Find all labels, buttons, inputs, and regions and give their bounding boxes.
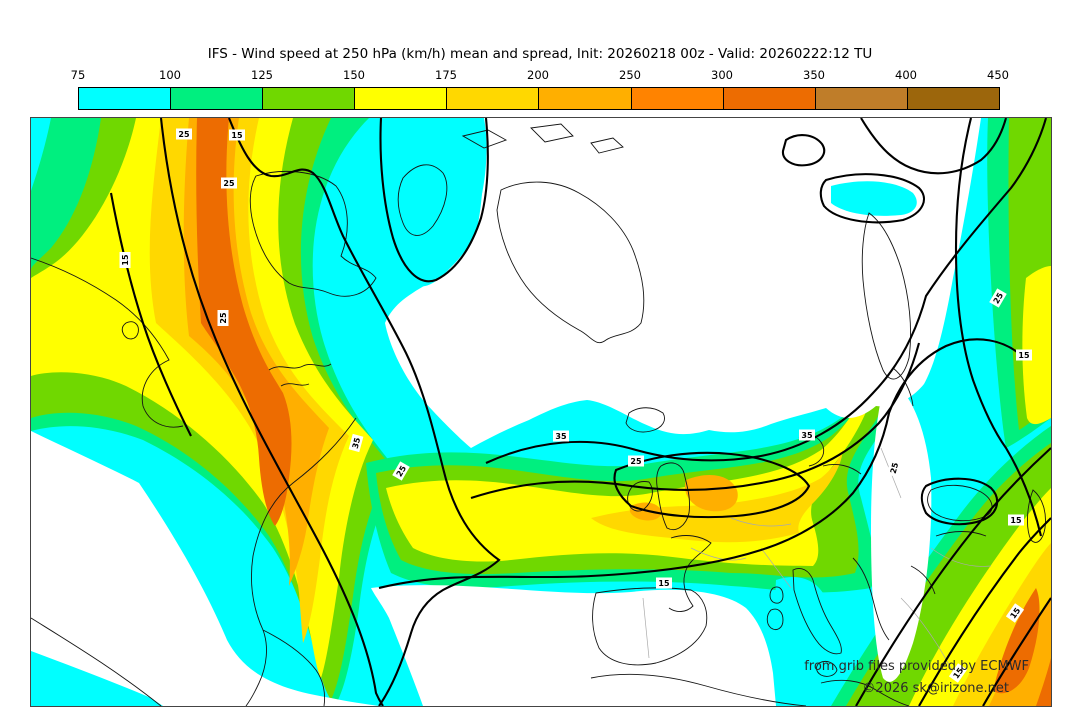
colorbar-tick-175: 175 bbox=[435, 68, 457, 82]
colorbar-tick-100: 100 bbox=[159, 68, 181, 82]
colorbar-scale bbox=[78, 87, 1000, 110]
svg-text:25: 25 bbox=[889, 461, 901, 475]
svg-text:15: 15 bbox=[121, 254, 130, 266]
contour-label-25: 25 bbox=[989, 288, 1007, 308]
colorbar-segment-75 bbox=[79, 88, 172, 109]
isolated-cyan-patches bbox=[31, 118, 917, 706]
svg-text:25: 25 bbox=[630, 457, 642, 466]
contour-label-25: 25 bbox=[217, 310, 229, 326]
contour-label-15: 15 bbox=[229, 129, 245, 141]
colorbar-tick-labels: 75 100 125 150 175 200 250 300 350 400 450 bbox=[71, 68, 1009, 84]
map-area: 25 15 25 15 25 35 25 35 25 15 35 25 15 25 15 15 15 from … bbox=[30, 117, 1052, 707]
coastlines-layer bbox=[31, 123, 1046, 706]
colorbar-segment-175 bbox=[447, 88, 540, 109]
contour-labels-layer: 25 15 25 15 25 35 25 35 25 15 35 25 15 25 15 15 15 bbox=[119, 128, 1032, 683]
colorbar-tick-450: 450 bbox=[987, 68, 1009, 82]
spread-contours-layer bbox=[109, 118, 1051, 706]
colorbar-segment-150 bbox=[355, 88, 448, 109]
contour-label-25: 25 bbox=[176, 128, 192, 140]
svg-text:35: 35 bbox=[351, 436, 363, 450]
contour-label-25: 25 bbox=[628, 455, 644, 467]
colorbar-tick-200: 200 bbox=[527, 68, 549, 82]
colorbar-segment-400 bbox=[907, 88, 999, 109]
contour-label-15: 15 bbox=[1008, 514, 1024, 526]
colorbar-tick-150: 150 bbox=[343, 68, 365, 82]
svg-text:15: 15 bbox=[231, 131, 243, 140]
colorbar-tick-75: 75 bbox=[70, 68, 86, 82]
contour-label-35: 35 bbox=[348, 433, 364, 453]
contour-label-25: 25 bbox=[392, 461, 410, 481]
colorbar-tick-300: 300 bbox=[711, 68, 733, 82]
contour-label-15: 15 bbox=[1016, 349, 1032, 361]
contour-label-15: 15 bbox=[656, 577, 672, 589]
attribution-ecmwf: from grib files provided by ECMWF bbox=[804, 659, 1029, 674]
colorbar-segment-200 bbox=[539, 88, 632, 109]
wind-map-svg: 25 15 25 15 25 35 25 35 25 15 35 25 15 25 15 15 15 bbox=[31, 118, 1051, 706]
colorbar-segment-350 bbox=[815, 88, 908, 109]
chart-title: IFS - Wind speed at 250 hPa (km/h) mean … bbox=[207, 46, 873, 62]
contour-label-35: 35 bbox=[553, 430, 569, 442]
svg-text:15: 15 bbox=[1010, 516, 1022, 525]
colorbar-tick-350: 350 bbox=[803, 68, 825, 82]
contour-label-15: 15 bbox=[1005, 603, 1025, 623]
svg-text:35: 35 bbox=[555, 432, 567, 441]
svg-text:15: 15 bbox=[658, 579, 670, 588]
svg-text:25: 25 bbox=[223, 179, 235, 188]
colorbar-tick-400: 400 bbox=[895, 68, 917, 82]
contour-label-25: 25 bbox=[886, 458, 902, 478]
svg-text:25: 25 bbox=[178, 130, 190, 139]
wind-speed-colorbar: 75 100 125 150 175 200 250 300 350 400 450 bbox=[71, 64, 1009, 110]
contour-label-15: 15 bbox=[119, 252, 131, 268]
svg-text:15: 15 bbox=[1018, 351, 1030, 360]
colorbar-tick-250: 250 bbox=[619, 68, 641, 82]
colorbar-segment-250 bbox=[631, 88, 724, 109]
colorbar-segment-300 bbox=[723, 88, 816, 109]
svg-text:35: 35 bbox=[801, 431, 813, 440]
contour-label-25: 25 bbox=[221, 177, 237, 189]
colorbar-segment-100 bbox=[171, 88, 264, 109]
contour-label-35: 35 bbox=[799, 429, 815, 441]
colorbar-segment-125 bbox=[263, 88, 356, 109]
svg-text:25: 25 bbox=[219, 312, 228, 324]
colorbar-tick-125: 125 bbox=[251, 68, 273, 82]
attribution-copyright: ©2026 sk@irizone.net bbox=[862, 681, 1009, 696]
contour-label-15: 15 bbox=[948, 663, 968, 683]
country-borders-layer bbox=[642, 447, 992, 679]
